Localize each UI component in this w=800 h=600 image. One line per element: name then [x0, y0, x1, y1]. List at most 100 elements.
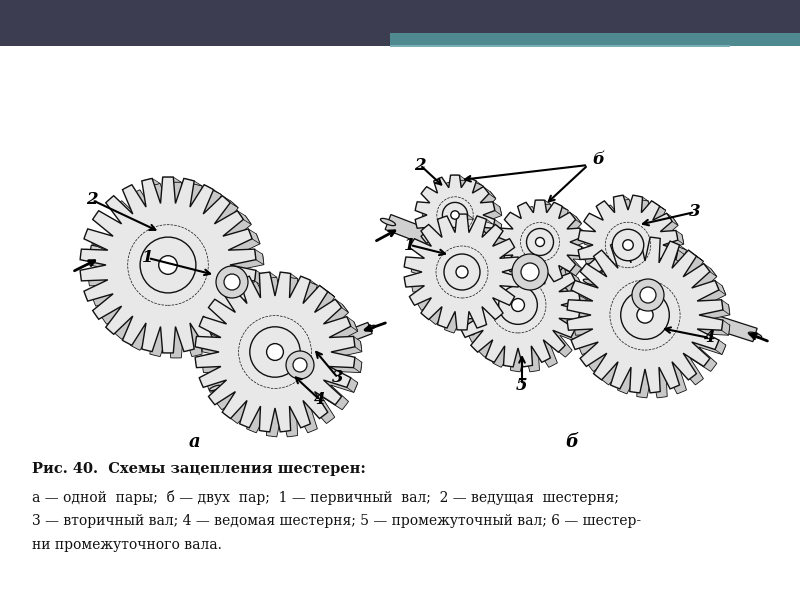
Bar [0, 0, 800, 33]
Text: 1: 1 [404, 236, 416, 253]
Circle shape [498, 286, 538, 325]
Polygon shape [80, 177, 256, 353]
Polygon shape [195, 272, 355, 432]
Polygon shape [666, 213, 678, 226]
Polygon shape [415, 175, 494, 255]
Polygon shape [518, 277, 526, 292]
Circle shape [266, 344, 283, 361]
Circle shape [533, 232, 559, 259]
Text: ни промежуточного вала.: ни промежуточного вала. [32, 538, 222, 552]
Polygon shape [571, 272, 582, 286]
Circle shape [511, 299, 525, 311]
Polygon shape [162, 177, 182, 182]
Ellipse shape [553, 284, 567, 292]
Circle shape [257, 332, 307, 382]
Circle shape [450, 208, 474, 233]
Polygon shape [335, 299, 349, 313]
Circle shape [250, 327, 300, 377]
Text: 2: 2 [86, 191, 98, 208]
Polygon shape [493, 220, 502, 233]
Polygon shape [570, 265, 582, 275]
Polygon shape [495, 224, 510, 236]
Polygon shape [535, 200, 550, 204]
Circle shape [451, 211, 459, 219]
Polygon shape [468, 177, 483, 186]
Polygon shape [301, 276, 318, 285]
Polygon shape [184, 178, 202, 186]
Ellipse shape [381, 218, 395, 226]
Circle shape [622, 240, 634, 250]
Ellipse shape [210, 385, 221, 391]
Polygon shape [254, 249, 264, 265]
Polygon shape [578, 195, 678, 295]
Circle shape [286, 351, 314, 379]
Polygon shape [88, 182, 264, 358]
Polygon shape [346, 378, 358, 392]
Circle shape [224, 274, 240, 290]
Polygon shape [715, 340, 726, 355]
Circle shape [621, 290, 670, 340]
Polygon shape [463, 248, 587, 372]
Polygon shape [422, 180, 502, 260]
Polygon shape [584, 199, 684, 299]
Text: 4: 4 [314, 391, 326, 409]
Circle shape [216, 266, 248, 298]
Polygon shape [676, 230, 684, 244]
Polygon shape [574, 242, 730, 398]
Polygon shape [542, 248, 558, 257]
Text: б: б [566, 433, 578, 451]
Polygon shape [630, 237, 647, 244]
Text: Рис. 40.  Схемы зацепления шестерен:: Рис. 40. Схемы зацепления шестерен: [32, 462, 366, 476]
Polygon shape [204, 185, 222, 194]
Circle shape [640, 287, 656, 303]
Polygon shape [504, 204, 588, 288]
Polygon shape [346, 317, 358, 331]
Text: 3 — вторичный вал; 4 — ведомая шестерня; 5 — промежуточный вал; 6 — шестер-: 3 — вторичный вал; 4 — ведомая шестерня;… [32, 514, 641, 528]
Polygon shape [523, 243, 539, 250]
Text: 3: 3 [689, 203, 701, 220]
Text: 3: 3 [332, 370, 344, 386]
Polygon shape [319, 286, 334, 297]
Polygon shape [570, 212, 582, 224]
Polygon shape [688, 250, 703, 262]
Circle shape [521, 263, 539, 281]
Circle shape [612, 229, 644, 261]
Ellipse shape [583, 279, 597, 285]
Polygon shape [510, 239, 522, 253]
Circle shape [442, 202, 467, 227]
Circle shape [444, 254, 480, 290]
Polygon shape [518, 257, 526, 272]
Circle shape [158, 256, 178, 274]
Polygon shape [558, 258, 572, 270]
Circle shape [618, 233, 650, 265]
Polygon shape [578, 310, 587, 325]
Polygon shape [498, 200, 582, 284]
Polygon shape [385, 215, 563, 295]
Polygon shape [354, 337, 362, 352]
Polygon shape [411, 219, 526, 335]
Polygon shape [456, 243, 580, 367]
Polygon shape [722, 300, 730, 315]
Bar [390, 45, 730, 47]
Polygon shape [614, 195, 629, 201]
Polygon shape [722, 320, 730, 335]
Polygon shape [670, 241, 686, 250]
Bar [390, 33, 800, 46]
Circle shape [632, 279, 664, 311]
Text: б: б [592, 151, 604, 169]
Polygon shape [259, 272, 277, 278]
Circle shape [628, 296, 676, 344]
Polygon shape [248, 291, 260, 306]
Polygon shape [457, 214, 474, 219]
Circle shape [637, 307, 653, 323]
Polygon shape [477, 216, 494, 224]
Circle shape [148, 242, 204, 298]
Circle shape [506, 290, 544, 329]
Polygon shape [578, 290, 587, 305]
Ellipse shape [303, 293, 317, 298]
Polygon shape [588, 275, 757, 341]
Circle shape [456, 266, 468, 278]
Polygon shape [650, 237, 667, 244]
Circle shape [535, 238, 545, 247]
Polygon shape [450, 175, 466, 180]
